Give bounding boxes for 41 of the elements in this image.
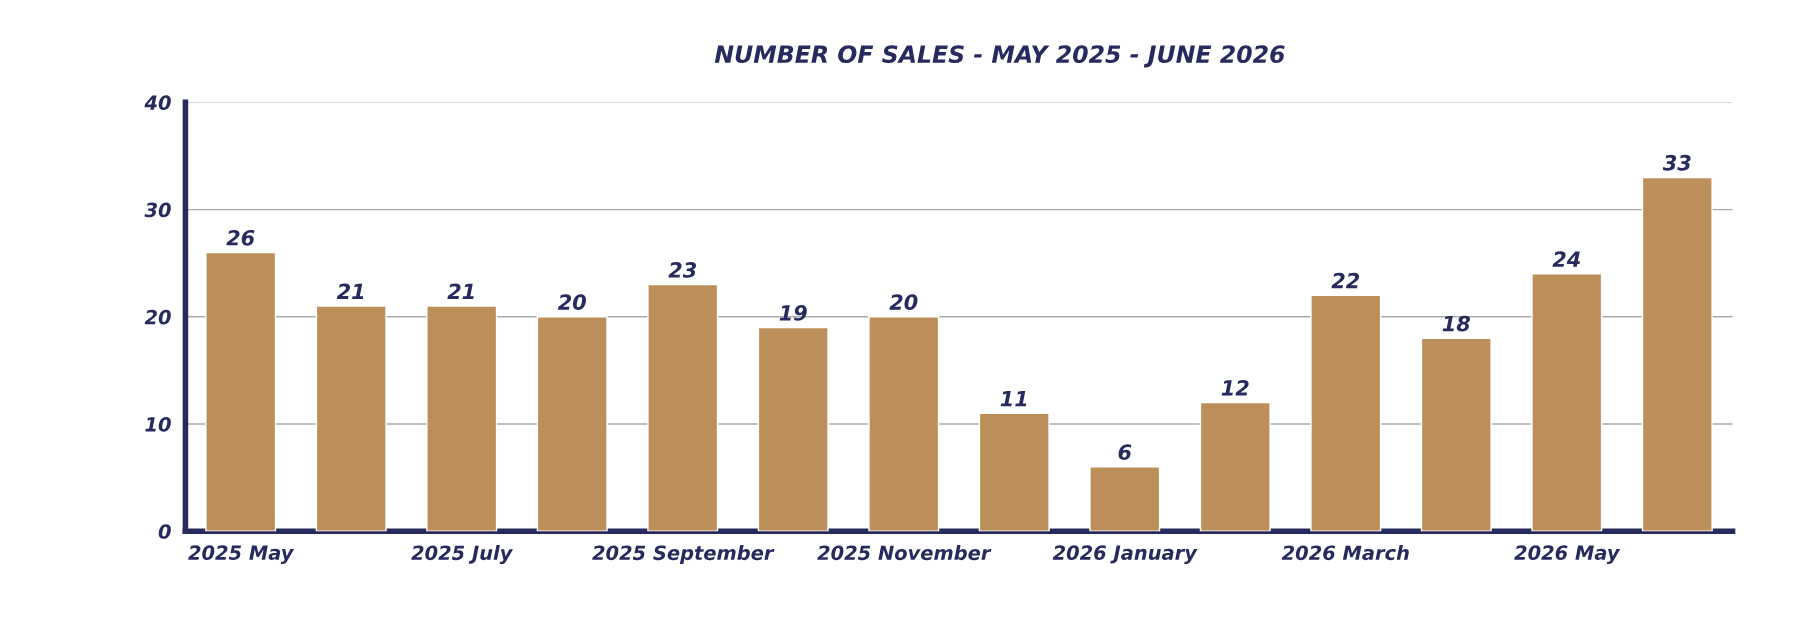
- x-tick-label: 2026 January: [1052, 545, 1198, 564]
- x-tick-label: 2025 November: [817, 545, 992, 561]
- chart-title: NUMBER OF SALES - MAY 2025 - JUNE 2026: [714, 45, 1285, 68]
- data-label: 18: [1442, 315, 1471, 332]
- x-tick-label: 2025 May: [188, 545, 295, 564]
- data-label: 23: [668, 262, 696, 278]
- y-tick-label: 10: [145, 416, 171, 432]
- y-tick-label: 30: [144, 202, 171, 218]
- data-label: 21: [447, 283, 474, 299]
- bar: [1420, 337, 1492, 532]
- y-tick-label: 0: [158, 524, 171, 539]
- data-label: 26: [226, 229, 255, 246]
- x-tick-label: 2025 July: [411, 545, 514, 565]
- data-label: 6: [1118, 444, 1132, 461]
- data-label: 11: [1000, 390, 1027, 407]
- bar: [1089, 466, 1161, 532]
- x-tick-label: 2026 May: [1514, 545, 1621, 564]
- bar: [1641, 176, 1713, 532]
- data-label: 20: [557, 294, 586, 310]
- data-label: 24: [1552, 251, 1581, 267]
- bar: [536, 316, 608, 532]
- data-label: 21: [336, 283, 364, 299]
- bar: [426, 305, 498, 532]
- data-label: 22: [1331, 272, 1360, 289]
- bar: [978, 412, 1050, 532]
- data-label: 12: [1221, 379, 1249, 396]
- data-label: 19: [779, 304, 807, 321]
- bar: [647, 283, 719, 532]
- bar: [1310, 294, 1382, 532]
- bar: [1199, 401, 1271, 532]
- bar: [757, 326, 829, 532]
- y-tick-label: 20: [144, 309, 171, 325]
- y-tick-label: 40: [144, 95, 171, 111]
- x-tick-label: 2025 September: [592, 545, 775, 564]
- bar: [868, 316, 940, 532]
- data-label: 33: [1662, 154, 1691, 171]
- bar: [1531, 273, 1603, 532]
- bar: [315, 305, 387, 532]
- bar: [205, 251, 277, 532]
- x-tick-label: 2026 March: [1281, 545, 1409, 561]
- data-label: 20: [889, 294, 918, 310]
